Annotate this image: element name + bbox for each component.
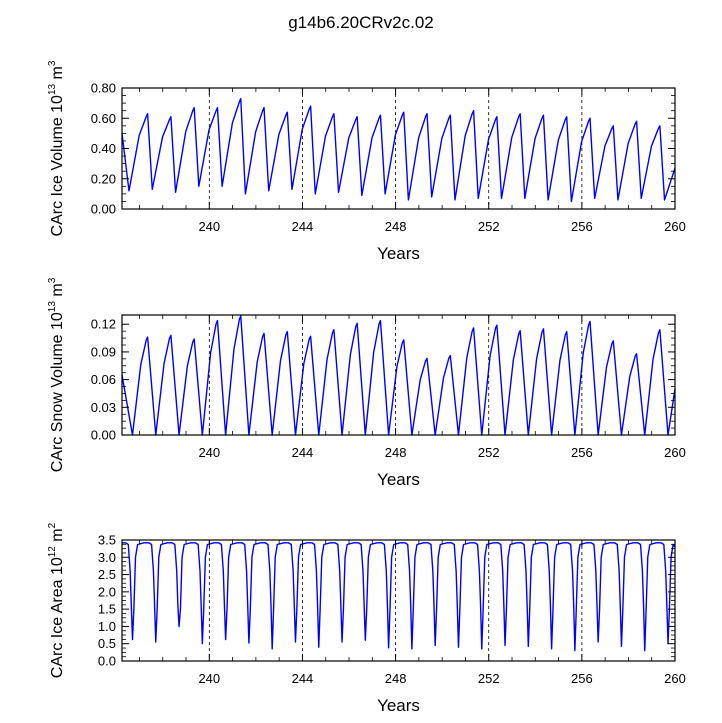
- ice-volume-series-line: [121, 97, 676, 203]
- y-axis-label-part: m: [49, 528, 66, 546]
- snow-volume-series-line: [121, 315, 676, 436]
- y-axis-label-part: m: [49, 66, 66, 84]
- y-axis-label: CArc Ice Area 1012 m2: [47, 522, 66, 678]
- y-axis-label-superscript: 13: [47, 83, 58, 95]
- x-tick-label: 240: [198, 219, 220, 234]
- panel-ice-area: 0.0 0.5 1.0 1.5 2.0 2.5 3.0 3.5 240 244 248 252 256 2…: [47, 522, 686, 715]
- y-tick-label: 0.60: [91, 111, 116, 126]
- y-tick-label: 0.00: [91, 202, 116, 217]
- y-axis-label-superscript: 12: [47, 546, 58, 558]
- y-tick-label: 1.0: [98, 619, 116, 634]
- panel-snow-volume: 0.00 0.03 0.06 0.09 0.12 240 244 248 252 256 260 Ye…: [47, 277, 686, 489]
- y-tick-label: 2.5: [98, 567, 116, 582]
- x-axis-label: Years: [377, 696, 420, 715]
- x-tick-label: 260: [664, 445, 686, 460]
- y-axis-label-part: CArc Ice Volume 10: [49, 95, 66, 237]
- x-axis-label: Years: [377, 470, 420, 489]
- y-tick-label: 0.5: [98, 636, 116, 651]
- x-tick-label: 252: [478, 445, 500, 460]
- y-axis-label-superscript: 2: [47, 522, 58, 528]
- panels-group: 0.00 0.20 0.40 0.60 0.80 240 244 248 252 256 260 Ye…: [47, 60, 686, 715]
- x-tick-label: 252: [478, 219, 500, 234]
- x-tick-label: 248: [385, 219, 407, 234]
- y-axis-label-part: CArc Ice Area 10: [49, 557, 66, 678]
- y-tick-label: 0.80: [91, 81, 116, 96]
- x-tick-label: 256: [571, 219, 593, 234]
- y-axis-label: CArc Snow Volume 1013 m3: [47, 277, 66, 472]
- y-axis-label-part: m: [49, 283, 66, 301]
- x-tick-label: 248: [385, 445, 407, 460]
- y-tick-label: 0.00: [91, 428, 116, 443]
- y-tick-label: 3.0: [98, 550, 116, 565]
- x-tick-label: 240: [198, 671, 220, 686]
- ice-area-series-line: [122, 542, 676, 652]
- y-axis-label-superscript: 3: [47, 277, 58, 283]
- x-tick-label: 252: [478, 671, 500, 686]
- x-tick-label: 260: [664, 219, 686, 234]
- y-tick-label: 0.03: [91, 400, 116, 415]
- x-tick-label: 256: [571, 445, 593, 460]
- y-tick-label: 0.20: [91, 171, 116, 186]
- y-tick-label: 0.12: [91, 317, 116, 332]
- x-tick-label: 244: [292, 219, 314, 234]
- x-axis-label: Years: [377, 244, 420, 263]
- y-tick-label: 0.09: [91, 344, 116, 359]
- x-tick-label: 260: [664, 671, 686, 686]
- x-tick-label: 248: [385, 671, 407, 686]
- y-tick-label: 1.5: [98, 602, 116, 617]
- y-tick-label: 0.40: [91, 141, 116, 156]
- y-axis-label-superscript: 13: [47, 301, 58, 313]
- y-tick-label: 3.5: [98, 533, 116, 548]
- y-axis-label-part: CArc Snow Volume 10: [49, 312, 66, 472]
- plot-frame: [121, 314, 676, 436]
- y-axis-label: CArc Ice Volume 1013 m3: [47, 60, 66, 236]
- chart-title: g14b6.20CRv2c.02: [288, 13, 434, 32]
- y-tick-label: 0.06: [91, 372, 116, 387]
- x-tick-label: 244: [292, 445, 314, 460]
- x-tick-label: 256: [571, 671, 593, 686]
- x-tick-label: 244: [292, 671, 314, 686]
- panel-ice-volume: 0.00 0.20 0.40 0.60 0.80 240 244 248 252 256 260 Ye…: [47, 60, 686, 263]
- y-axis-label-superscript: 3: [47, 60, 58, 66]
- y-tick-label: 0.0: [98, 654, 116, 669]
- y-tick-label: 2.0: [98, 584, 116, 599]
- x-tick-label: 240: [198, 445, 220, 460]
